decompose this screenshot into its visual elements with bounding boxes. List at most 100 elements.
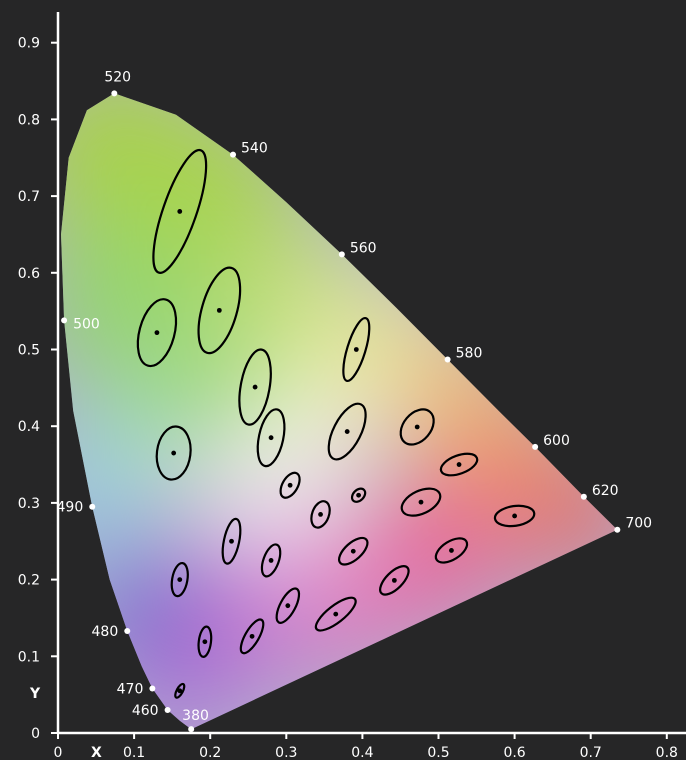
ellipse-center-dot (229, 538, 234, 544)
wavelength-marker (149, 685, 156, 692)
y-tick-label: 0.7 (18, 189, 40, 205)
ellipse-center-dot (391, 577, 397, 583)
x-tick-label: 0.5 (427, 745, 449, 760)
macadam-ellipse (275, 587, 301, 624)
ellipse-center-dot (287, 482, 293, 488)
wavelength-label: 520 (104, 69, 131, 85)
macadam-ellipse (338, 536, 369, 566)
wavelength-marker (338, 251, 345, 258)
ellipse-center-dot (418, 499, 424, 505)
wavelength-label: 540 (241, 141, 268, 157)
ellipse-center-dot (333, 611, 339, 617)
x-tick-label: 0 (54, 745, 63, 760)
x-axis-label: X (91, 745, 102, 760)
ellipse-center-dot (177, 577, 183, 582)
ellipse-center-dot (350, 548, 356, 554)
y-tick-label: 0.6 (18, 266, 40, 282)
wavelength-marker (164, 706, 171, 713)
wavelength-marker (614, 526, 621, 533)
ellipse-center-dot (268, 558, 274, 563)
macadam-ellipse (256, 408, 286, 468)
macadam-ellipse (238, 348, 272, 426)
x-tick-label: 0.4 (351, 745, 373, 760)
macadam-ellipse (439, 452, 479, 477)
wavelength-label: 490 (57, 500, 84, 516)
ellipse-center-dot (512, 513, 517, 519)
macadam-ellipse (136, 298, 178, 368)
macadam-ellipse (279, 471, 301, 499)
ellipse-center-dot (252, 384, 258, 390)
gamut-color-blob (89, 396, 180, 487)
ellipse-center-dot (216, 307, 222, 313)
wavelength-label: 470 (117, 682, 144, 698)
macadam-ellipse (174, 682, 186, 699)
axis-ticks: 0 0.1 0.2 0.3 0.4 0.5 0.6 0.7 0.8 0 0.1 0.2 0.3 0.4 0.… (18, 36, 678, 760)
ellipse-center-dot (249, 633, 255, 639)
gamut-color-blob (241, 503, 332, 594)
macadam-ellipse (327, 402, 367, 461)
ellipse-center-dot (202, 639, 208, 645)
wavelength-label: 480 (92, 624, 119, 640)
wavelength-marker (532, 443, 539, 450)
ellipse-center-dot (356, 492, 361, 498)
y-tick-label: 0.9 (18, 36, 40, 52)
macadam-ellipse (493, 504, 536, 528)
ellipse-center-dot (456, 462, 462, 467)
ellipse-center-dot (414, 424, 420, 430)
y-tick-label: 0.1 (18, 649, 40, 665)
y-tick-label: 0.3 (18, 496, 40, 512)
y-tick-label: 0.4 (18, 419, 40, 435)
macadam-ellipse (170, 561, 189, 598)
wavelength-label: 700 (625, 516, 652, 532)
wavelength-label: 620 (592, 483, 619, 499)
wavelength-label: 380 (182, 708, 209, 724)
macadam-ellipse (399, 408, 435, 446)
x-tick-label: 0.6 (503, 745, 525, 760)
ellipse-center-dot (344, 429, 350, 434)
wavelength-label: 500 (73, 316, 100, 332)
ellipse-center-dot (285, 603, 291, 609)
ellipse-center-dot (154, 330, 160, 336)
wavelength-marker (230, 151, 237, 158)
ellipse-center-dot (318, 512, 323, 517)
macadam-ellipse (310, 500, 331, 529)
x-tick-label: 0.7 (580, 745, 602, 760)
x-tick-label: 0.8 (656, 745, 678, 760)
macadam-ellipse (197, 266, 242, 355)
wavelength-marker (444, 356, 451, 363)
macadam-ellipse (434, 537, 469, 564)
wavelength-markers: 380 460 470 480 490 500 520 540 560 580 600 620 700 (57, 69, 652, 733)
wavelength-label: 560 (350, 240, 377, 256)
x-tick-label: 0.2 (199, 745, 221, 760)
macadam-ellipse (314, 596, 357, 632)
y-tick-label: 0 (31, 726, 40, 742)
ellipse-center-dot (353, 347, 359, 352)
macadam-ellipse (350, 487, 367, 503)
wavelength-marker (61, 317, 68, 324)
x-tick-label: 0.1 (123, 745, 145, 760)
y-tick-label: 0.2 (18, 573, 40, 589)
gamut-color-blob (180, 450, 271, 541)
macadam-ellipse (379, 565, 410, 596)
macadam-ellipse (239, 618, 265, 655)
wavelength-marker (124, 627, 131, 634)
ellipse-center-dot (177, 209, 183, 214)
wavelength-marker (111, 90, 118, 97)
macadam-ellipse (400, 487, 442, 517)
wavelength-marker (89, 503, 96, 510)
x-tick-label: 0.3 (275, 745, 297, 760)
wavelength-marker (580, 493, 587, 500)
wavelength-label: 460 (132, 703, 159, 719)
wavelength-label: 600 (543, 433, 570, 449)
macadam-ellipse (260, 543, 282, 578)
ellipse-center-dot (449, 548, 454, 553)
macadam-ellipse (342, 316, 371, 383)
macadam-ellipse (155, 425, 192, 481)
ellipse-center-dot (171, 450, 177, 456)
wavelength-label: 580 (456, 345, 483, 361)
wavelength-marker (188, 726, 195, 733)
y-tick-label: 0.8 (18, 112, 40, 128)
y-tick-label: 0.5 (18, 343, 40, 359)
macadam-ellipse (197, 625, 213, 658)
